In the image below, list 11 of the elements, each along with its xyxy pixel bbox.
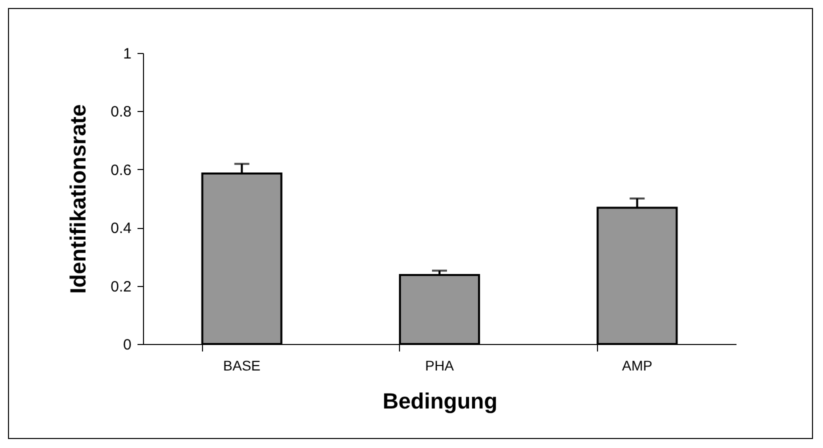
x-axis-title: Bedingung: [382, 388, 498, 414]
x-tick-label: PHA: [425, 358, 455, 374]
y-tick-label: 0.6: [110, 162, 132, 179]
y-tick-label: 1: [123, 46, 132, 62]
y-tick-label: 0.8: [110, 104, 132, 121]
y-tick-label: 0.2: [110, 278, 132, 296]
y-tick-label: 0.4: [110, 220, 132, 238]
x-tick-label: AMP: [622, 358, 652, 374]
y-axis-title: Identifikationsrate: [66, 104, 91, 294]
y-tick-label: 0: [123, 336, 132, 354]
x-tick-label: BASE: [223, 358, 261, 374]
